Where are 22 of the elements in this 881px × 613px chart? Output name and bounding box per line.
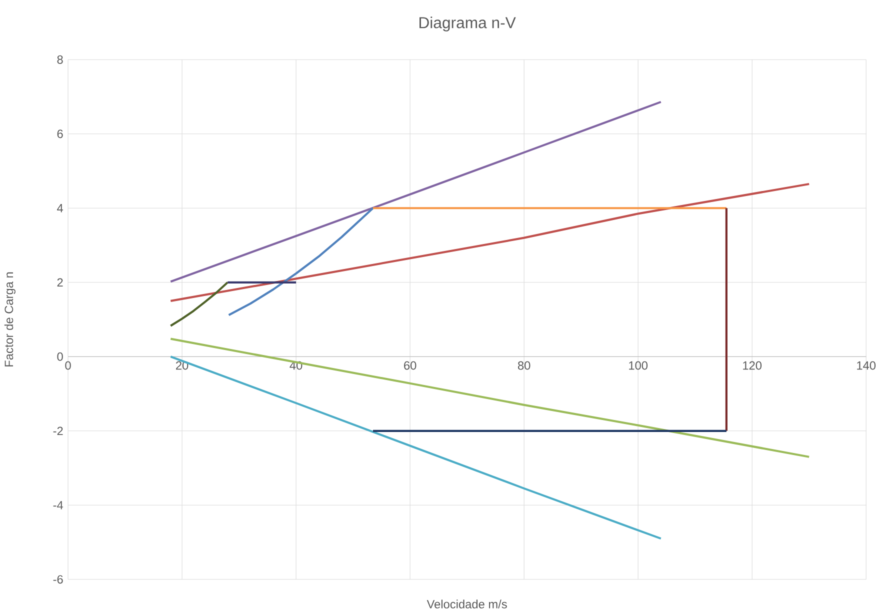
line-series — [228, 207, 374, 316]
x-tick-label: 100 — [629, 361, 648, 370]
x-tick-label: 0 — [65, 361, 71, 370]
x-tick-label: 80 — [518, 361, 530, 370]
line-series — [170, 281, 229, 327]
y-tick-label: -6 — [53, 575, 63, 584]
chart-title: Diagrama n-V — [420, 16, 516, 32]
y-axis-title: Factor de Carga n — [4, 272, 16, 367]
x-tick-label: 120 — [743, 361, 762, 370]
y-tick-label: 0 — [57, 352, 63, 361]
y-tick-label: 8 — [57, 55, 63, 64]
line-series — [170, 356, 662, 540]
x-axis-title: Velocidade m/s — [426, 600, 507, 608]
x-tick-label: 60 — [404, 361, 416, 370]
y-tick-label: 6 — [57, 130, 63, 138]
line-series — [170, 100, 662, 283]
y-tick-label: 2 — [57, 278, 63, 287]
line-series — [170, 338, 810, 458]
y-tick-label: -2 — [53, 426, 63, 436]
y-tick-label: 4 — [57, 204, 64, 212]
y-tick-label: -4 — [53, 501, 64, 510]
x-tick-label: 140 — [857, 361, 876, 370]
